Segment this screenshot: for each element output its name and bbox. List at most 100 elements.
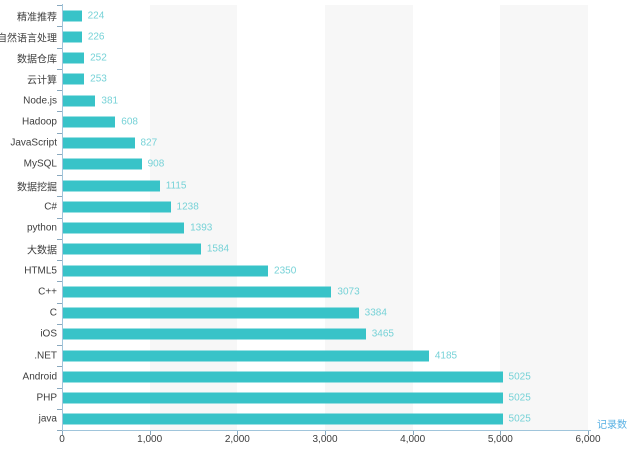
bar[interactable] [62, 137, 135, 149]
x-axis-tick [412, 431, 414, 435]
y-axis-tick [57, 366, 62, 368]
category-label: 大数据 [27, 245, 57, 257]
category-label: python [26, 222, 57, 234]
bar-value-label: 4185 [434, 350, 458, 362]
x-axis-tick [237, 431, 239, 435]
y-axis-tick [57, 387, 62, 389]
bar-row: 自然语言处理 226 [0, 26, 640, 47]
category-label: MySQL [23, 158, 57, 170]
category-label: C# [44, 201, 57, 213]
bar[interactable] [62, 286, 332, 298]
category-label: 云计算 [27, 75, 57, 87]
y-axis-tick [57, 175, 62, 176]
y-axis-tick [57, 153, 62, 155]
bar[interactable] [62, 413, 503, 425]
bar-value-label: 827 [140, 137, 158, 149]
bar-value-label: 1393 [190, 222, 213, 234]
bar[interactable] [62, 95, 96, 107]
bar-value-label: 3073 [337, 286, 360, 298]
category-label: Hadoop [21, 116, 57, 128]
bar-row: 精准推荐 224 [0, 5, 640, 26]
bar-value-label: 1238 [176, 201, 199, 213]
bar-row: C# 1238 [0, 196, 640, 217]
y-axis-tick [57, 430, 62, 431]
bar-value-label: 608 [121, 116, 138, 128]
bar[interactable] [62, 243, 201, 255]
y-axis-tick [57, 281, 62, 283]
bar[interactable] [62, 201, 171, 213]
bar[interactable] [62, 10, 82, 22]
x-axis-tick [62, 431, 63, 435]
x-axis-tick-label: 5,000 [487, 434, 513, 445]
y-axis-tick [57, 217, 62, 219]
x-axis-tick [500, 431, 502, 435]
category-label: Node.js [23, 95, 57, 107]
bar-value-label: 1115 [165, 180, 187, 192]
bar-value-label: 5025 [508, 371, 531, 383]
category-label: HTML5 [24, 265, 57, 277]
bar-value-label: 252 [90, 52, 107, 64]
bar-row: Node.js 381 [0, 90, 640, 111]
bar-row: C++ 3073 [0, 281, 640, 302]
bar[interactable] [62, 265, 269, 277]
category-label: iOS [40, 328, 57, 340]
bar[interactable] [62, 350, 429, 362]
y-axis-tick [57, 68, 62, 70]
x-axis-tick [588, 431, 589, 435]
bar[interactable] [62, 73, 85, 85]
bar[interactable] [62, 158, 142, 170]
bar[interactable] [62, 328, 366, 340]
bar-value-label: 5025 [508, 413, 531, 425]
category-label: C++ [38, 286, 57, 298]
bar-value-label: 381 [101, 95, 119, 107]
bar-row: Hadoop 608 [0, 111, 640, 132]
category-label: java [38, 413, 57, 425]
x-axis-tick-label: 4,000 [400, 434, 426, 445]
x-axis-tick-label: 3,000 [312, 434, 338, 445]
bar-value-label: 1584 [206, 243, 230, 255]
x-axis-line [62, 430, 591, 431]
y-axis-tick [57, 238, 62, 240]
category-label: 数据挖掘 [17, 182, 57, 194]
bar-row: C 3384 [0, 303, 640, 324]
bar-row: HTML5 2350 [0, 260, 640, 281]
bar-row: 云计算 253 [0, 69, 640, 90]
bar[interactable] [62, 307, 359, 319]
bar[interactable] [62, 52, 85, 64]
bar-value-label: 3465 [371, 328, 394, 340]
category-label: Android [22, 371, 57, 383]
y-axis-tick [57, 132, 62, 134]
category-label: 自然语言处理 [0, 33, 57, 45]
bar-value-label: 226 [87, 31, 105, 43]
category-label: .NET [34, 350, 57, 362]
x-axis-tick-label: 6,000 [575, 434, 601, 445]
y-axis-tick [57, 196, 62, 198]
bar[interactable] [62, 180, 160, 192]
category-label: PHP [36, 392, 57, 404]
bar[interactable] [62, 116, 116, 128]
x-axis-tick [149, 431, 151, 435]
bar-value-label: 908 [147, 158, 165, 170]
y-axis-tick [57, 323, 62, 325]
bar-row: .NET 4185 [0, 345, 640, 366]
bar-row: JavaScript 827 [0, 133, 640, 154]
y-axis-line [62, 4, 63, 431]
bar-row: python 1393 [0, 218, 640, 239]
bar[interactable] [62, 31, 82, 43]
bar-value-label: 224 [87, 10, 105, 22]
y-axis-tick [57, 345, 62, 346]
split-area-band [500, 5, 588, 430]
bar-value-label: 2350 [274, 265, 297, 277]
bar[interactable] [62, 371, 503, 383]
bar[interactable] [62, 222, 185, 234]
bar[interactable] [62, 392, 503, 404]
y-axis-tick [57, 260, 62, 261]
x-axis-name: 记录数 [597, 420, 627, 431]
y-axis-tick [57, 90, 62, 91]
bar-row: 数据仓库 252 [0, 48, 640, 69]
y-axis-tick [57, 26, 62, 28]
bar-row: iOS 3465 [0, 324, 640, 345]
bar-value-label: 253 [90, 73, 107, 85]
category-label: C [49, 307, 57, 319]
